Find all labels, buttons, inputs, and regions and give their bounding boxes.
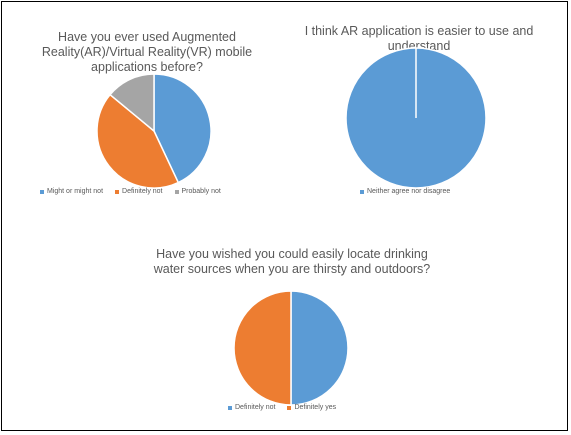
chart-title: Have you ever used Augmented Reality(AR)… [41,30,253,74]
legend-label: Definitely not [235,404,276,411]
pie-slice-definitely-not [96,93,180,189]
legend-label: Probably not [181,188,221,195]
legend-swatch [228,405,232,410]
legend-swatch [115,189,120,194]
legend-label: Definitely not [122,188,163,195]
legend-item: Might or might not [40,188,103,195]
legend-item: Probably not [174,188,221,195]
pie-slice-might-or-might-not [153,73,212,184]
chart-legend: Neither agree nor disagree [360,188,450,195]
chart-legend: Might or might not Definitely not Probably… [40,188,221,195]
chart-legend: Definitely not Definitely yes [228,404,336,411]
legend-swatch [287,405,292,410]
legend-item: Neither agree nor disagree [360,188,450,195]
legend-label: Definitely yes [294,404,337,411]
pie-slice-probably-not [109,73,155,133]
legend-item: Definitely yes [287,404,336,411]
pie-slice-definitely-not [290,290,349,406]
legend-swatch [360,189,364,194]
legend-label: Might or might not [47,188,104,195]
legend-swatch [174,189,179,194]
legend-item: Definitely not [228,404,275,411]
pie-slice-definitely-yes [233,290,292,406]
legend-label: Neither agree nor disagree [367,188,451,195]
chart-title: Have you wished you could easily locate … [153,247,431,276]
legend-item: Definitely not [115,188,163,195]
chart-title: I think AR application is easier to use … [304,24,534,53]
legend-swatch [40,189,44,194]
